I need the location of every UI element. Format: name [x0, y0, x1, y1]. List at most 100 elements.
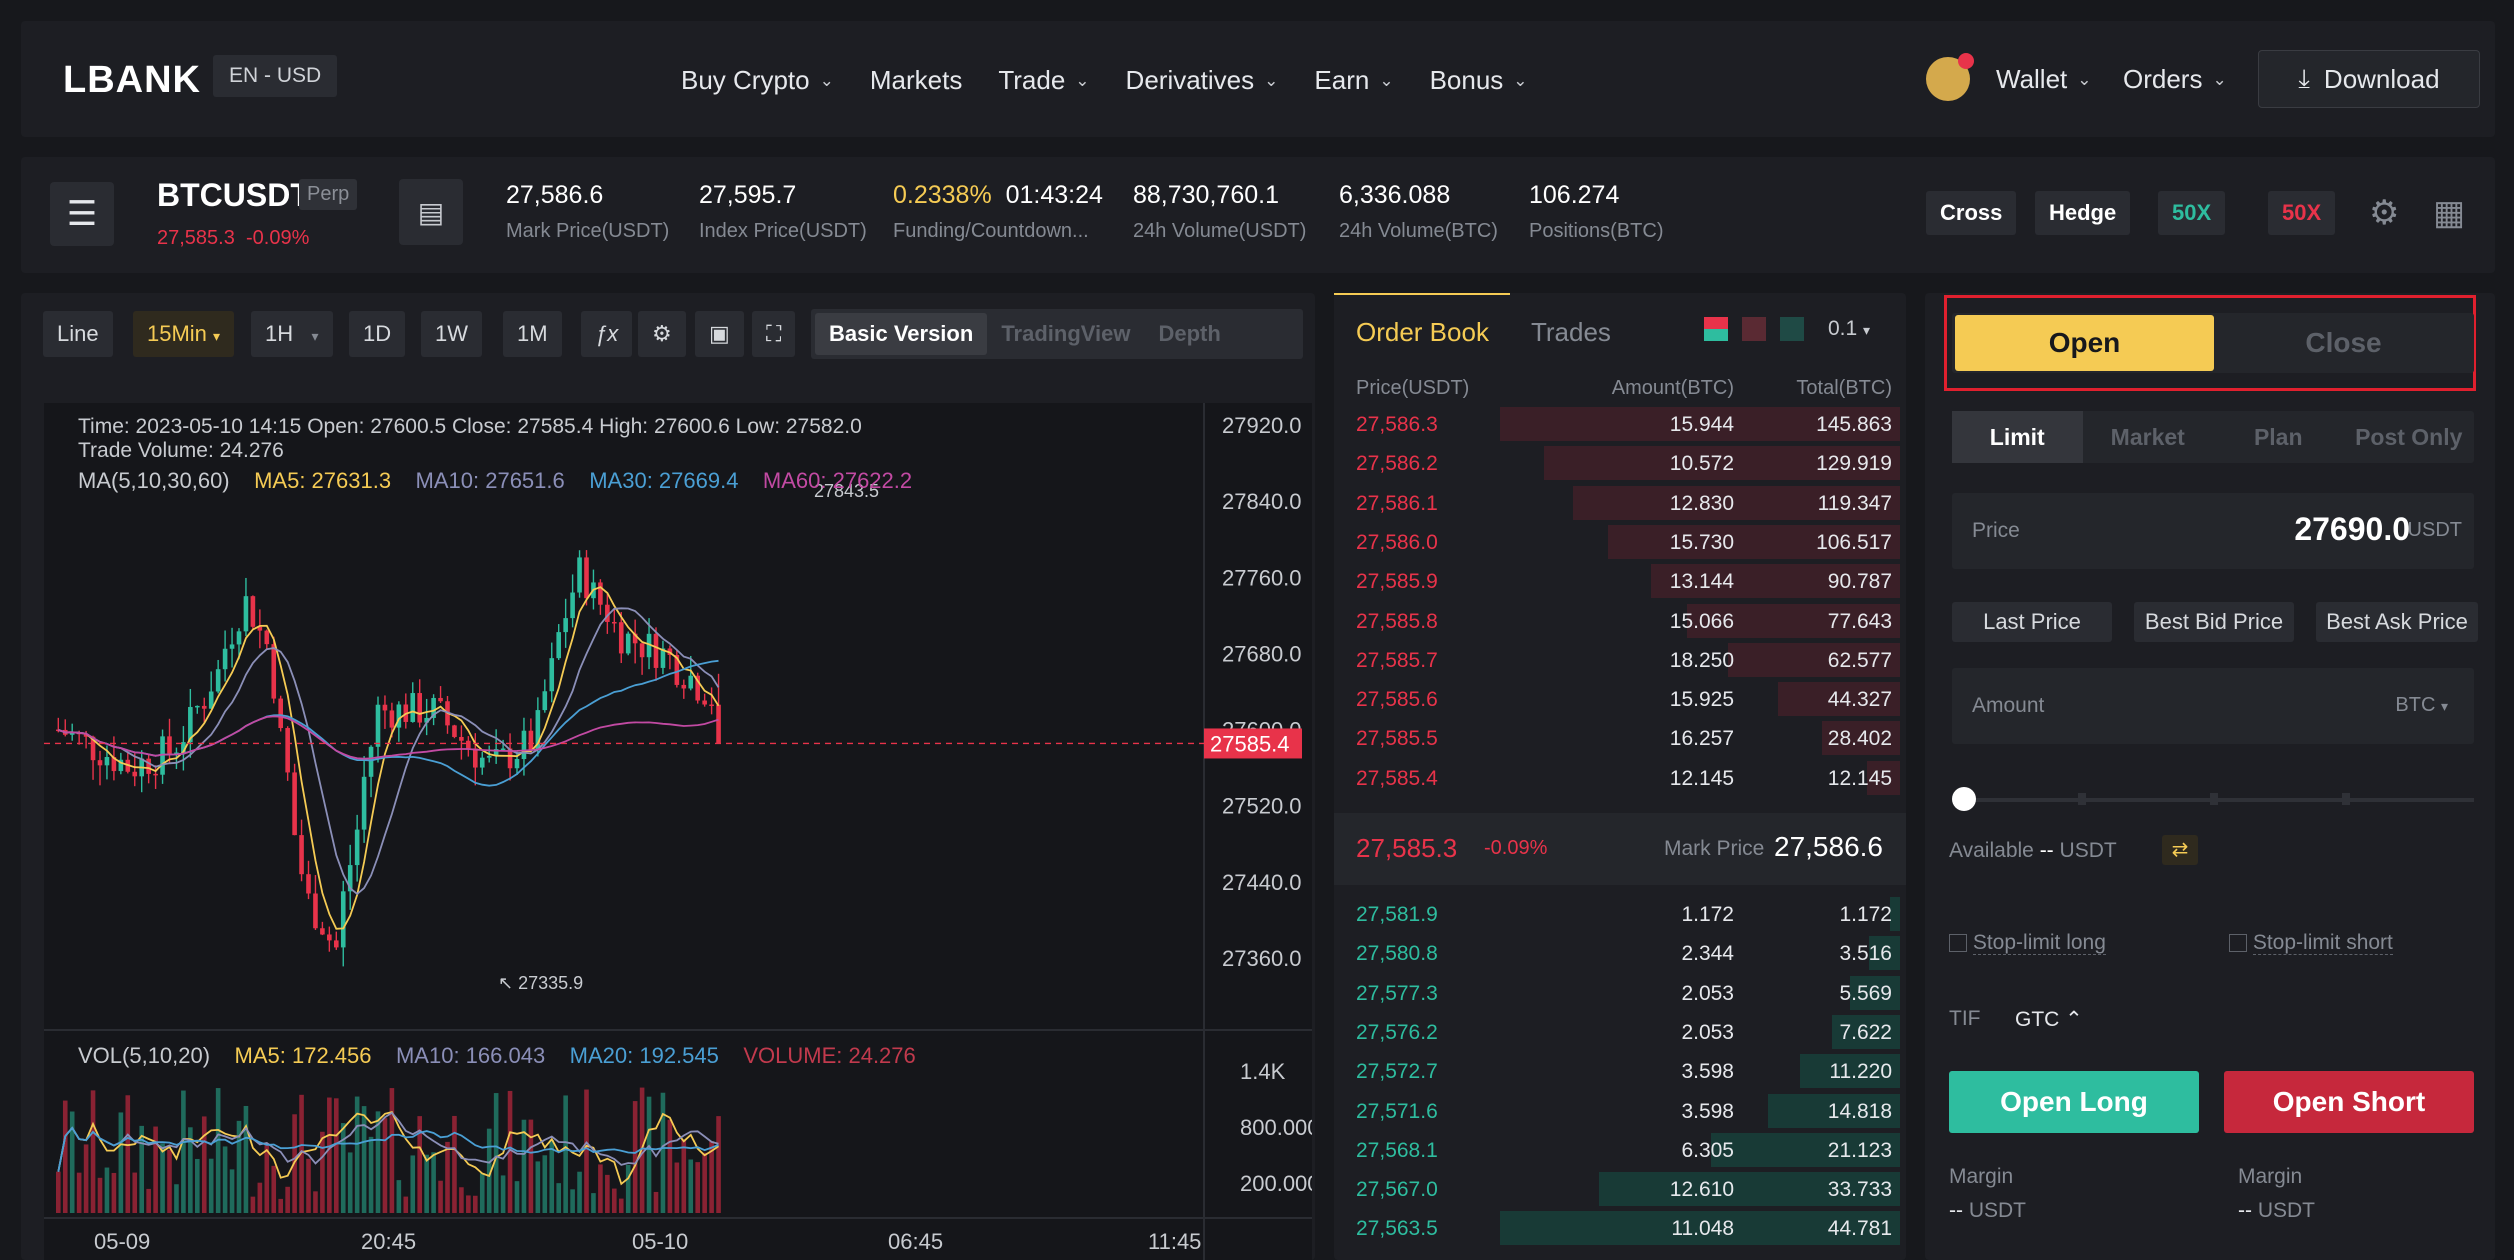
stat-index-price: 27,595.7 Index Price(USDT) — [699, 181, 867, 242]
volume-bar — [549, 1139, 555, 1213]
price-tick-label: 27440.0 — [1222, 870, 1302, 895]
bid-row[interactable]: 27,567.0 12.610 33.733 — [1344, 1170, 1900, 1208]
indicators-icon[interactable]: ƒx — [581, 311, 633, 357]
symbol-name[interactable]: BTCUSDT — [157, 177, 310, 213]
checkbox[interactable] — [1949, 934, 1967, 953]
precision-selector[interactable]: 0.1 ▾ — [1828, 317, 1871, 340]
lbank-logo[interactable]: LBANK — [63, 59, 201, 101]
chart-canvas[interactable]: 27920.027840.027760.027680.027600.027520… — [44, 403, 1320, 1260]
interval-1h[interactable]: 1H ▾ — [251, 311, 333, 357]
row-price: 27,585.7 — [1356, 648, 1438, 672]
bid-row[interactable]: 27,581.9 1.172 1.172 — [1344, 895, 1900, 933]
bid-row[interactable]: 27,580.8 2.344 3.516 — [1344, 934, 1900, 972]
amount-slider-track[interactable] — [1962, 798, 2474, 802]
tab-order-book[interactable]: Order Book — [1356, 317, 1489, 347]
best-bid-price-button[interactable]: Best Bid Price — [2134, 602, 2294, 642]
wallet-menu[interactable]: Wallet ⌄ — [1996, 64, 2092, 94]
fullscreen-icon[interactable]: ⛶ — [752, 311, 796, 357]
tab-basic-version[interactable]: Basic Version — [815, 313, 988, 355]
orders-menu[interactable]: Orders ⌄ — [2123, 64, 2227, 94]
last-price-button[interactable]: Last Price — [1952, 602, 2112, 642]
tab-plan[interactable]: Plan — [2253, 424, 2303, 450]
tab-depth[interactable]: Depth — [1158, 321, 1221, 346]
amount-field[interactable]: Amount BTC ▾ — [1952, 668, 2474, 744]
interval-1w[interactable]: 1W — [421, 311, 482, 357]
ask-row[interactable]: 27,585.7 18.250 62.577 — [1344, 641, 1900, 679]
chart-settings-icon[interactable]: ⚙ — [638, 311, 686, 357]
volume-bar — [486, 1128, 492, 1213]
menu-markets[interactable]: Markets — [869, 65, 963, 95]
ask-row[interactable]: 27,586.0 15.730 106.517 — [1344, 523, 1900, 561]
tif-selector[interactable]: GTC ⌃ — [2015, 1008, 2083, 1031]
ask-row[interactable]: 27,585.4 12.145 12.145 — [1344, 759, 1900, 797]
volume-bar — [285, 1186, 290, 1213]
ask-row[interactable]: 27,585.6 15.925 44.327 — [1344, 680, 1900, 718]
tab-tradingview[interactable]: TradingView — [1001, 321, 1131, 346]
ask-row[interactable]: 27,586.2 10.572 129.919 — [1344, 444, 1900, 482]
view-bids-icon[interactable] — [1780, 317, 1804, 341]
interval-1m[interactable]: 1M — [503, 311, 562, 357]
menu-icon[interactable]: ☰ — [50, 182, 114, 246]
download-button[interactable]: ⤓ Download — [2258, 50, 2480, 108]
view-asks-icon[interactable] — [1742, 317, 1766, 341]
menu-derivatives[interactable]: Derivatives ⌄ — [1125, 65, 1279, 95]
candle-body — [195, 705, 200, 708]
candle-body — [396, 704, 402, 728]
price-input[interactable]: 27690.0 — [2294, 511, 2410, 547]
candle-body — [570, 592, 575, 619]
candle-body — [299, 835, 304, 875]
menu-buy-crypto[interactable]: Buy Crypto ⌄ — [681, 65, 834, 95]
candlestick-chart[interactable]: 27920.027840.027760.027680.027600.027520… — [44, 403, 1320, 1260]
vol-ma20-line — [57, 1126, 719, 1172]
interval-15min[interactable]: 15Min ▾ — [133, 311, 235, 357]
tab-post-only[interactable]: Post Only — [2355, 424, 2463, 450]
volume-bar — [174, 1184, 179, 1213]
price-field[interactable]: Price 27690.0 USDT — [1952, 493, 2474, 569]
settings-gear-icon[interactable]: ⚙ — [2369, 194, 2400, 232]
tab-trades[interactable]: Trades — [1530, 317, 1611, 347]
long-leverage-button[interactable]: 50X — [2158, 191, 2226, 235]
menu-earn[interactable]: Earn ⌄ — [1314, 65, 1394, 95]
ask-row[interactable]: 27,586.1 12.830 119.347 — [1344, 484, 1900, 522]
ask-row[interactable]: 27,585.8 15.066 77.643 — [1344, 602, 1900, 640]
avatar[interactable] — [1926, 53, 1974, 101]
contract-info-icon[interactable]: ▤ — [399, 179, 463, 245]
best-ask-price-button[interactable]: Best Ask Price — [2316, 602, 2478, 642]
calculator-icon[interactable]: ▦ — [2433, 194, 2466, 232]
cross-margin-button[interactable]: Cross — [1926, 191, 2017, 235]
bid-row[interactable]: 27,563.5 11.048 44.781 — [1344, 1209, 1900, 1247]
margin-long-value: -- USDT — [1949, 1199, 2027, 1222]
bid-row[interactable]: 27,568.1 6.305 21.123 — [1344, 1131, 1900, 1169]
menu-bonus[interactable]: Bonus ⌄ — [1429, 65, 1528, 95]
open-tab-button[interactable]: Open — [1955, 315, 2214, 371]
ask-row[interactable]: 27,585.9 13.144 90.787 — [1344, 562, 1900, 600]
volume-bar — [424, 1154, 429, 1213]
transfer-icon[interactable]: ⇄ — [2162, 835, 2198, 865]
tab-market[interactable]: Market — [2110, 424, 2185, 450]
tab-limit[interactable]: Limit — [1952, 411, 2083, 463]
bid-row[interactable]: 27,576.2 2.053 7.622 — [1344, 1013, 1900, 1051]
checkbox[interactable] — [2229, 934, 2247, 953]
screenshot-camera-icon[interactable]: ▣ — [695, 311, 744, 357]
open-long-button[interactable]: Open Long — [1949, 1071, 2199, 1133]
interval-1d[interactable]: 1D — [349, 311, 406, 357]
bid-row[interactable]: 27,571.6 3.598 14.818 — [1344, 1092, 1900, 1130]
menu-trade[interactable]: Trade ⌄ — [998, 65, 1090, 95]
header-amount: Amount(BTC) — [1611, 377, 1734, 399]
bid-row[interactable]: 27,572.7 3.598 11.220 — [1344, 1052, 1900, 1090]
slider-stop — [2342, 793, 2350, 805]
bid-row[interactable]: 27,577.3 2.053 5.569 — [1344, 974, 1900, 1012]
amount-unit-selector[interactable]: BTC ▾ — [2395, 694, 2448, 716]
hedge-mode-button[interactable]: Hedge — [2035, 191, 2131, 235]
chart-type-line[interactable]: Line — [43, 311, 113, 357]
ask-row[interactable]: 27,585.5 16.257 28.402 — [1344, 719, 1900, 757]
close-tab-button[interactable]: Close — [2305, 327, 2382, 358]
language-currency-selector[interactable]: EN - USD — [213, 55, 338, 97]
stop-limit-long-option[interactable]: Stop-limit long — [1949, 931, 2106, 955]
view-both-icon[interactable] — [1704, 317, 1728, 341]
stop-limit-short-option[interactable]: Stop-limit short — [2229, 931, 2393, 955]
open-short-button[interactable]: Open Short — [2224, 1071, 2474, 1133]
short-leverage-button[interactable]: 50X — [2268, 191, 2336, 235]
amount-slider-handle[interactable] — [1952, 787, 1976, 811]
ask-row[interactable]: 27,586.3 15.944 145.863 — [1344, 405, 1900, 443]
